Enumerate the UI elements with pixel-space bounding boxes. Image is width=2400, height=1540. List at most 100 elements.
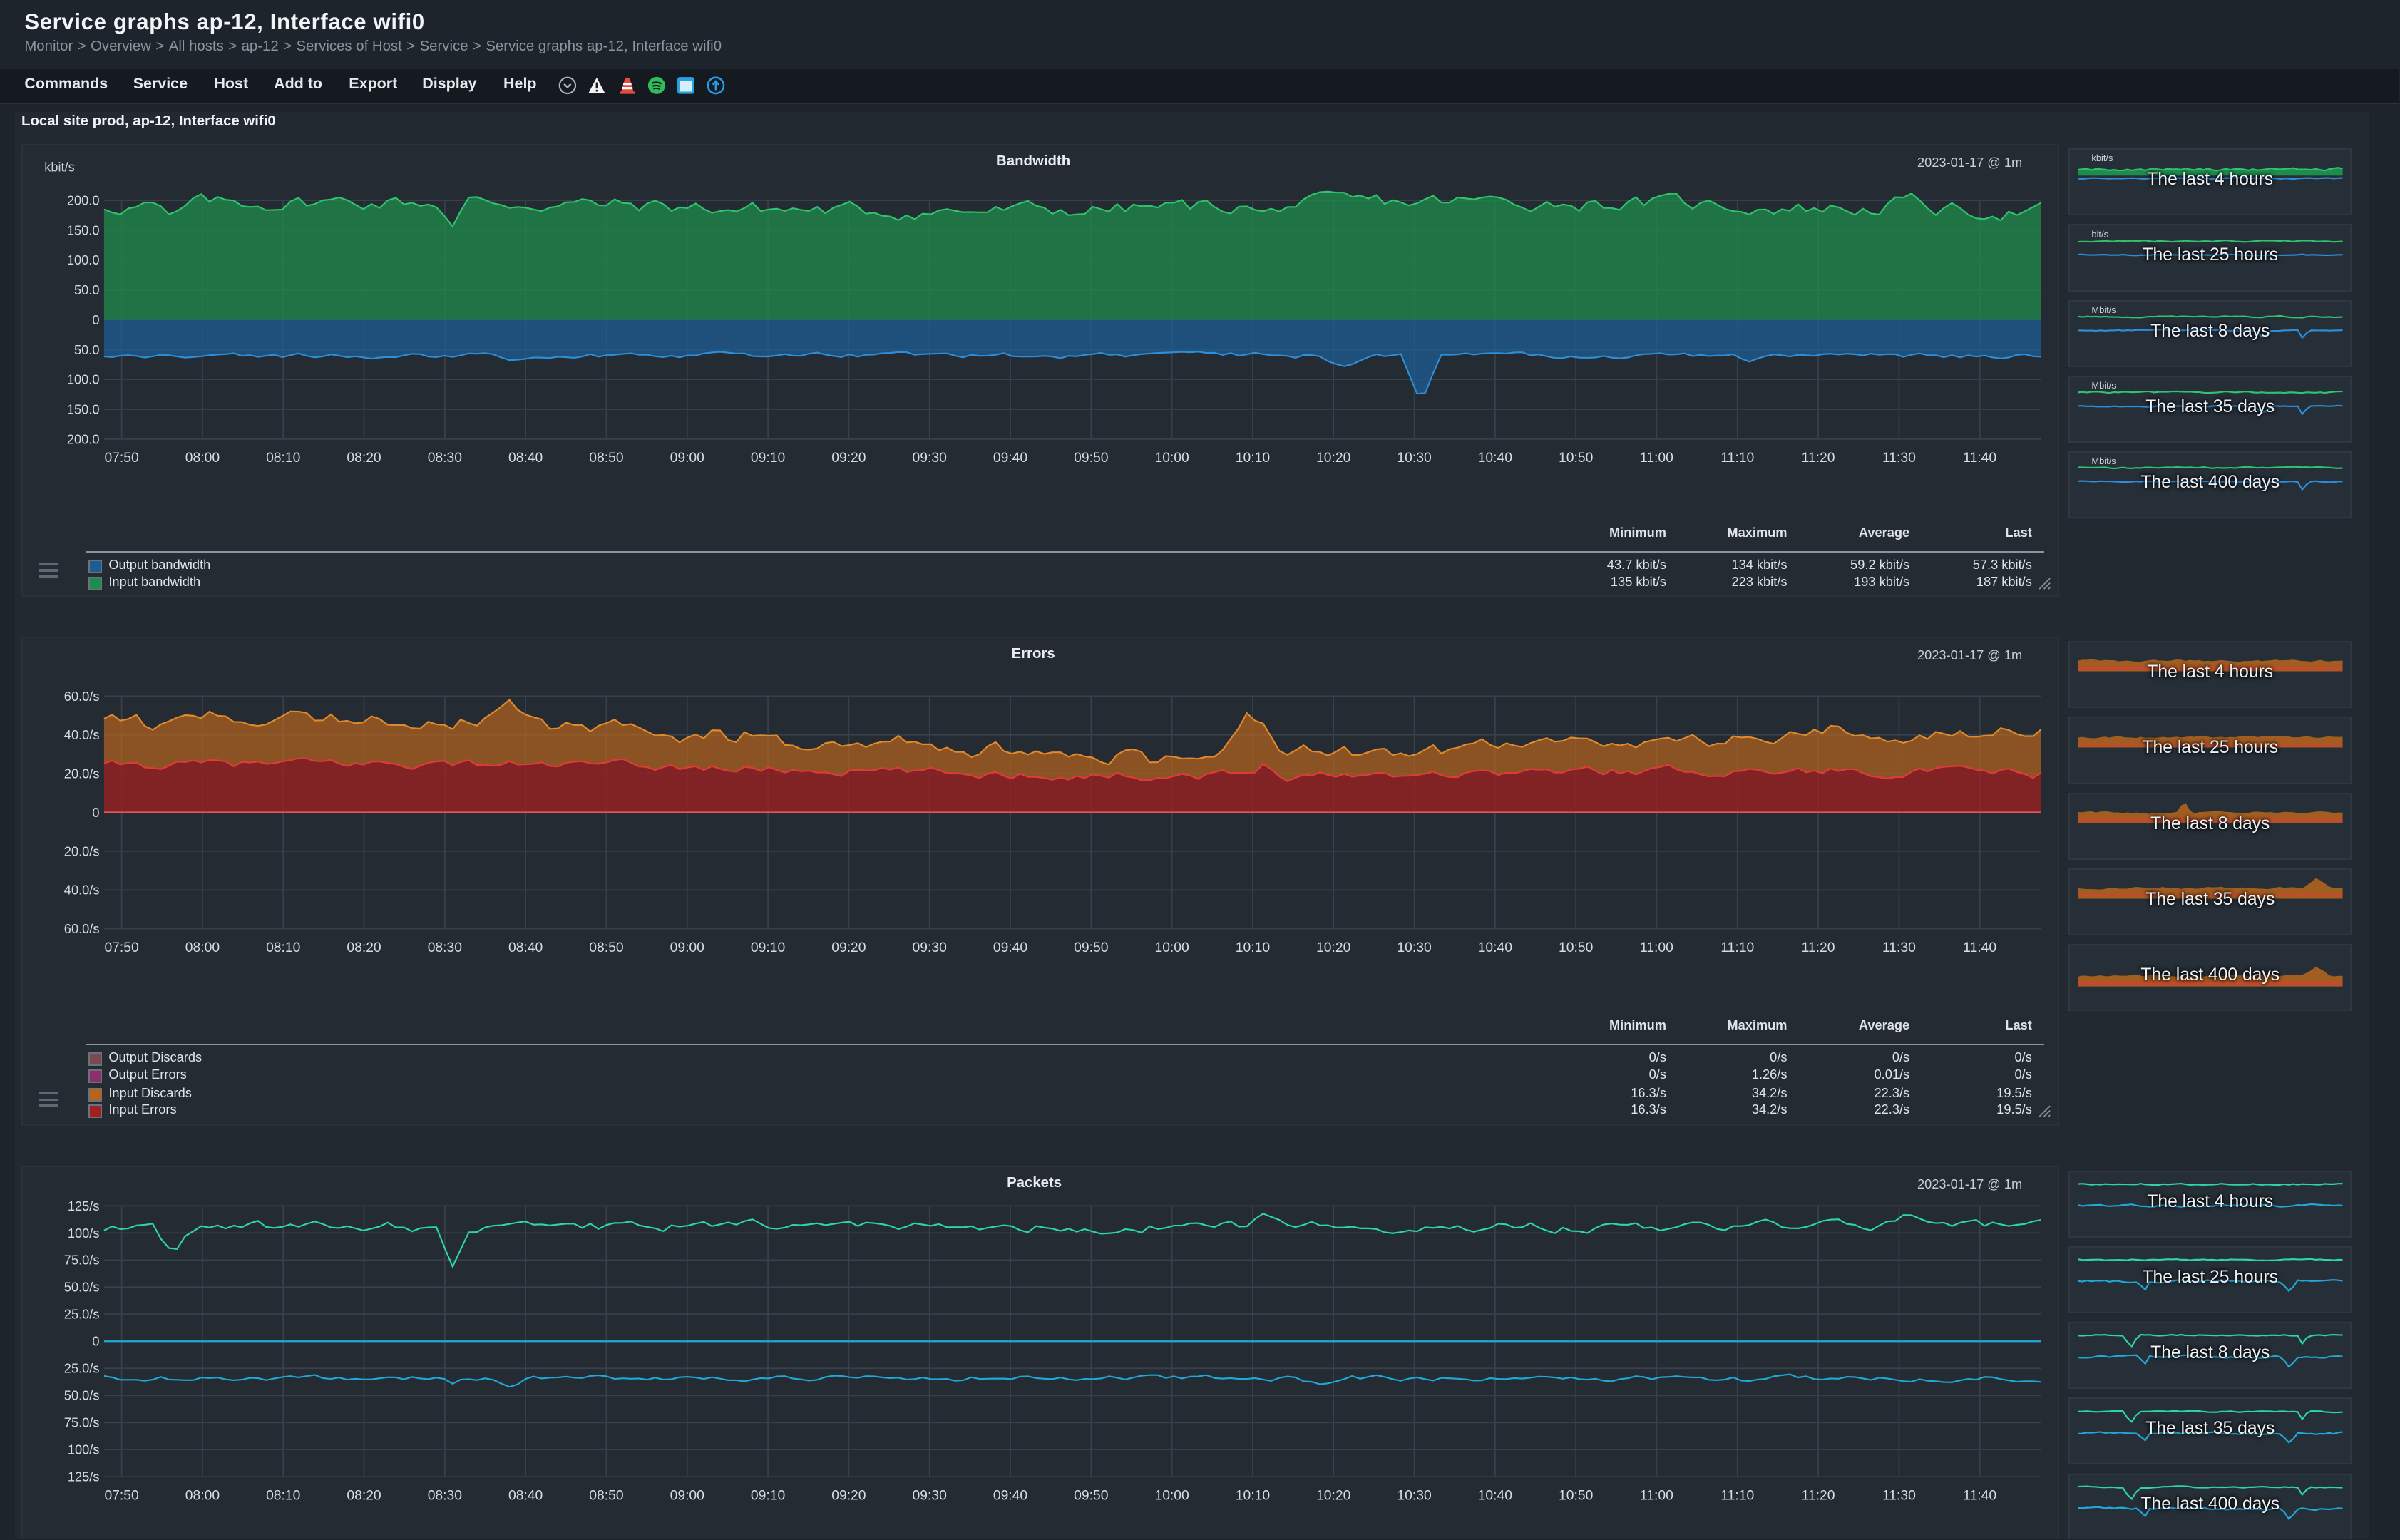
bw-legend-header-last: Last [2005, 525, 2032, 540]
bw-resize-grip-icon[interactable] [2038, 577, 2051, 590]
graph-thumbnail[interactable]: The last 400 days [2068, 944, 2352, 1012]
time-tick-label: 11:20 [1802, 1488, 1835, 1503]
graph-thumbnail[interactable]: Mbit/s The last 8 days [2068, 299, 2352, 367]
graph-thumbnail[interactable]: Mbit/s The last 400 days [2068, 451, 2352, 519]
menu-host[interactable]: Host [214, 75, 249, 93]
window-icon[interactable] [677, 76, 695, 95]
legend-row: Output bandwidth 43.7 kbit/s 134 kbit/s … [88, 557, 2032, 574]
time-tick-label: 10:40 [1478, 1488, 1512, 1503]
graph-thumbnail[interactable]: The last 8 days [2068, 1322, 2352, 1390]
time-tick-label: 11:00 [1640, 1488, 1673, 1503]
graph-thumbnail[interactable]: The last 4 hours [2068, 641, 2352, 709]
graph-thumbnail[interactable]: bit/s The last 25 hours [2068, 224, 2352, 292]
thumbnail-unit: bit/s [2091, 228, 2109, 240]
time-tick-label: 11:10 [1720, 940, 1754, 955]
legend-min: 16.3/s [1631, 1102, 1666, 1117]
legend-min: 43.7 kbit/s [1606, 557, 1666, 573]
err-resize-grip-icon[interactable] [2038, 1104, 2051, 1118]
traffic-cone-icon[interactable] [618, 76, 637, 95]
legend-max: 34.2/s [1751, 1084, 1788, 1100]
chevron-circle-icon[interactable] [558, 76, 577, 95]
graph-thumbnail[interactable]: kbit/s The last 4 hours [2068, 148, 2352, 216]
graph-thumbnail[interactable]: The last 4 hours [2068, 1170, 2352, 1238]
time-tick-label: 11:40 [1963, 1488, 1996, 1503]
time-tick-label: 08:10 [266, 940, 300, 955]
info-circle-icon[interactable] [707, 76, 725, 95]
graph-thumbnail[interactable]: The last 25 hours [2068, 717, 2352, 784]
bw-legend-header-avg: Average [1858, 525, 1910, 540]
thumbnail-unit: Mbit/s [2091, 456, 2116, 467]
time-tick-label: 09:20 [831, 1488, 866, 1503]
breadcrumb-item[interactable]: Service [419, 38, 468, 54]
graph-thumbnail[interactable]: The last 35 days [2068, 868, 2352, 935]
thumb-out-line [2078, 1506, 2343, 1520]
menu-bar: Commands Service Host Add to Export Disp… [0, 68, 2399, 104]
thumb-input-line [2077, 314, 2343, 319]
menu-service[interactable]: Service [133, 75, 188, 93]
menu-display[interactable]: Display [422, 75, 477, 93]
y-tick-label: 75.0/s [64, 1415, 100, 1429]
y-tick-label: 60.0/s [64, 921, 100, 936]
time-tick-label: 08:10 [266, 1488, 300, 1503]
thumbnail-chart [2077, 314, 2343, 339]
thumb-in-line [2078, 1410, 2343, 1423]
err-graph-menu-icon[interactable] [38, 1092, 58, 1107]
thumbnail-unit: kbit/s [2091, 153, 2113, 164]
legend-min: 0/s [1648, 1066, 1666, 1082]
time-tick-label: 08:30 [428, 451, 462, 466]
thumbnail-label: The last 25 hours [2142, 245, 2278, 265]
y-tick-label: 50.0 [74, 282, 100, 297]
time-tick-label: 09:20 [831, 940, 866, 955]
menu-commands[interactable]: Commands [24, 75, 108, 93]
breadcrumb-item[interactable]: ap-12 [241, 38, 279, 54]
time-tick-label: 10:50 [1559, 451, 1593, 466]
legend-avg: 0.01/s [1874, 1066, 1910, 1082]
y-tick-label: 200.0 [67, 193, 100, 208]
legend-name: Output bandwidth [108, 557, 211, 573]
legend-max: 134 kbit/s [1731, 557, 1788, 573]
menu-help[interactable]: Help [503, 75, 537, 93]
spotify-icon[interactable] [647, 76, 666, 95]
breadcrumb-item[interactable]: Monitor [24, 38, 73, 54]
time-tick-label: 10:30 [1397, 940, 1431, 955]
thumbnail-chart [2078, 967, 2343, 987]
legend-min: 16.3/s [1631, 1084, 1666, 1100]
warning-icon[interactable] [588, 76, 606, 95]
thumbnail-chart [2078, 802, 2343, 823]
y-tick-label: 100.0 [67, 252, 100, 267]
thumbnail-chart [2078, 1485, 2343, 1520]
breadcrumb-item[interactable]: Overview [91, 38, 151, 54]
input-discards-line [103, 699, 2042, 766]
graph-thumbnail[interactable]: The last 400 days [2068, 1473, 2352, 1539]
bandwidth-graph-title: Bandwidth [996, 153, 1071, 169]
legend-row: Output Errors 0/s 1.26/s 0.01/s 0/s [88, 1066, 2032, 1084]
time-tick-label: 07:50 [104, 1488, 138, 1503]
legend-name: Output Errors [108, 1066, 187, 1082]
graph-thumbnail[interactable]: The last 35 days [2068, 1397, 2352, 1465]
y-tick-label: 150.0 [67, 222, 100, 237]
time-tick-label: 07:50 [104, 451, 138, 466]
breadcrumb-item[interactable]: All hosts [168, 38, 224, 54]
time-tick-label: 10:00 [1154, 940, 1189, 955]
bw-graph-menu-icon[interactable] [38, 563, 58, 578]
legend-row: Input Errors 16.3/s 34.2/s 22.3/s 19.5/s [88, 1102, 2032, 1119]
time-tick-label: 10:50 [1559, 1488, 1593, 1503]
time-tick-label: 09:40 [993, 451, 1027, 466]
time-tick-label: 11:30 [1882, 940, 1916, 955]
time-tick-label: 11:00 [1640, 940, 1673, 955]
graph-thumbnail[interactable]: The last 8 days [2068, 792, 2352, 860]
err-legend-header-min: Minimum [1609, 1017, 1666, 1033]
menu-add-to[interactable]: Add to [274, 75, 323, 93]
legend-avg: 193 kbit/s [1854, 573, 1910, 589]
thumbnail-chart [2078, 1334, 2343, 1369]
graph-thumbnail[interactable]: The last 25 hours [2068, 1246, 2352, 1314]
breadcrumb-item[interactable]: Services of Host [296, 38, 402, 54]
page-title: Service graphs ap-12, Interface wifi0 [24, 9, 425, 34]
menu-export[interactable]: Export [349, 75, 398, 93]
thumb-out-line [2078, 1430, 2343, 1444]
y-tick-label: 40.0/s [64, 727, 100, 742]
breadcrumb-separator: > [472, 38, 481, 54]
y-tick-label: 0 [92, 805, 99, 820]
bw-legend-header-max: Maximum [1727, 525, 1788, 540]
graph-thumbnail[interactable]: Mbit/s The last 35 days [2068, 375, 2352, 443]
